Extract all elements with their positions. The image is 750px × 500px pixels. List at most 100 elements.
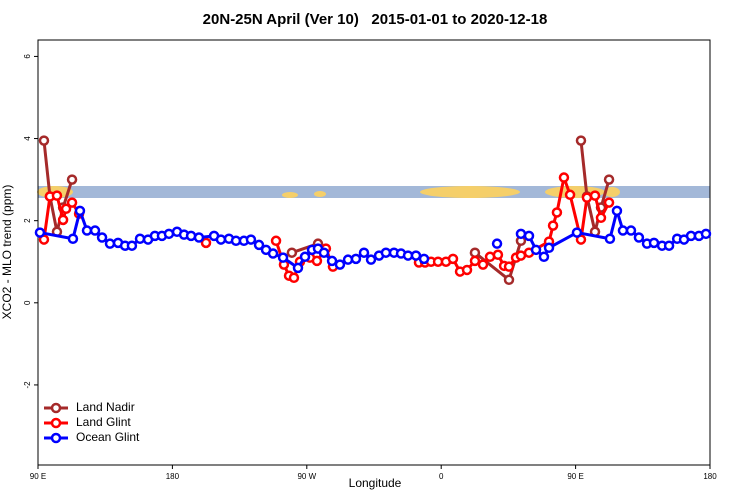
- point: [700, 228, 712, 240]
- point: [380, 247, 392, 258]
- point: [253, 239, 265, 251]
- point: [200, 237, 212, 249]
- point: [134, 233, 146, 244]
- y-tick-label: 6: [23, 54, 32, 59]
- point: [410, 250, 422, 261]
- point: [74, 205, 86, 217]
- point: [215, 234, 227, 245]
- x-tick-label: 0: [439, 472, 444, 481]
- point: [491, 238, 503, 249]
- point: [57, 214, 69, 226]
- point: [625, 225, 637, 236]
- point: [245, 234, 257, 245]
- point: [51, 190, 63, 201]
- map-strip: [37, 186, 710, 198]
- x-axis-label: Longitude: [349, 476, 402, 490]
- legend-label: Ocean Glint: [76, 430, 140, 444]
- point: [617, 225, 629, 236]
- y-axis-label: XCO2 - MLO trend (ppm): [0, 185, 14, 320]
- point: [547, 220, 559, 231]
- point: [469, 255, 481, 267]
- point: [286, 247, 298, 258]
- point: [126, 240, 138, 251]
- point: [515, 228, 527, 240]
- point: [66, 197, 78, 208]
- y-tick-label: 4: [23, 136, 32, 141]
- chart-title: 20N-25N April (Ver 10) 2015-01-01 to 202…: [203, 11, 548, 28]
- point: [595, 212, 607, 224]
- point: [277, 252, 289, 263]
- point: [663, 240, 675, 251]
- y-tick-label: 0: [23, 300, 32, 305]
- map-land: [314, 191, 326, 197]
- point: [334, 259, 346, 270]
- legend-marker: [50, 432, 62, 444]
- x-tick-label: 90 E: [30, 472, 46, 481]
- point: [530, 244, 542, 256]
- x-tick-label: 90 W: [297, 472, 316, 481]
- legend-marker: [50, 402, 62, 414]
- point: [564, 189, 576, 201]
- point: [538, 251, 550, 263]
- legend-label: Land Glint: [76, 415, 131, 429]
- plot-frame: [37, 39, 711, 466]
- point: [60, 203, 72, 215]
- point: [299, 251, 311, 263]
- map-land: [282, 192, 298, 198]
- point: [104, 238, 116, 249]
- y-tick-label: 2: [23, 218, 32, 223]
- point: [318, 247, 330, 258]
- point: [38, 135, 50, 146]
- point: [581, 192, 593, 203]
- point: [81, 225, 93, 236]
- point: [163, 228, 175, 240]
- point: [350, 253, 362, 265]
- point: [326, 255, 338, 267]
- point: [523, 230, 535, 242]
- point: [469, 247, 481, 258]
- point: [193, 232, 205, 243]
- point: [67, 233, 79, 244]
- legend-marker: [50, 417, 62, 429]
- point: [558, 172, 570, 183]
- point: [551, 207, 563, 218]
- point: [503, 261, 515, 272]
- map-land: [604, 187, 620, 197]
- point: [365, 254, 377, 265]
- x-tick-label: 180: [166, 472, 180, 481]
- point: [292, 262, 304, 274]
- point: [575, 135, 587, 146]
- x-tick-label: 90 E: [567, 472, 583, 481]
- point: [311, 255, 323, 267]
- point: [270, 235, 282, 247]
- point: [418, 253, 430, 265]
- point: [648, 237, 660, 249]
- point: [515, 250, 527, 261]
- point: [604, 233, 616, 244]
- map-ocean: [38, 186, 710, 198]
- point: [571, 227, 583, 238]
- x-tick-label: 180: [703, 472, 717, 481]
- point: [34, 227, 46, 238]
- point: [603, 197, 615, 208]
- point: [611, 205, 623, 217]
- point: [503, 274, 515, 286]
- point: [358, 247, 370, 258]
- point: [96, 232, 108, 243]
- point: [543, 242, 555, 254]
- point: [447, 253, 459, 265]
- point: [267, 248, 279, 259]
- point: [492, 249, 504, 261]
- point: [66, 174, 78, 185]
- map-land: [420, 186, 520, 198]
- y-tick-label: -2: [23, 381, 32, 389]
- point: [461, 264, 473, 276]
- point: [589, 190, 601, 201]
- point: [89, 225, 101, 236]
- point: [633, 232, 645, 243]
- point: [603, 174, 615, 185]
- point: [477, 259, 489, 270]
- legend-label: Land Nadir: [76, 400, 135, 414]
- point: [288, 272, 300, 284]
